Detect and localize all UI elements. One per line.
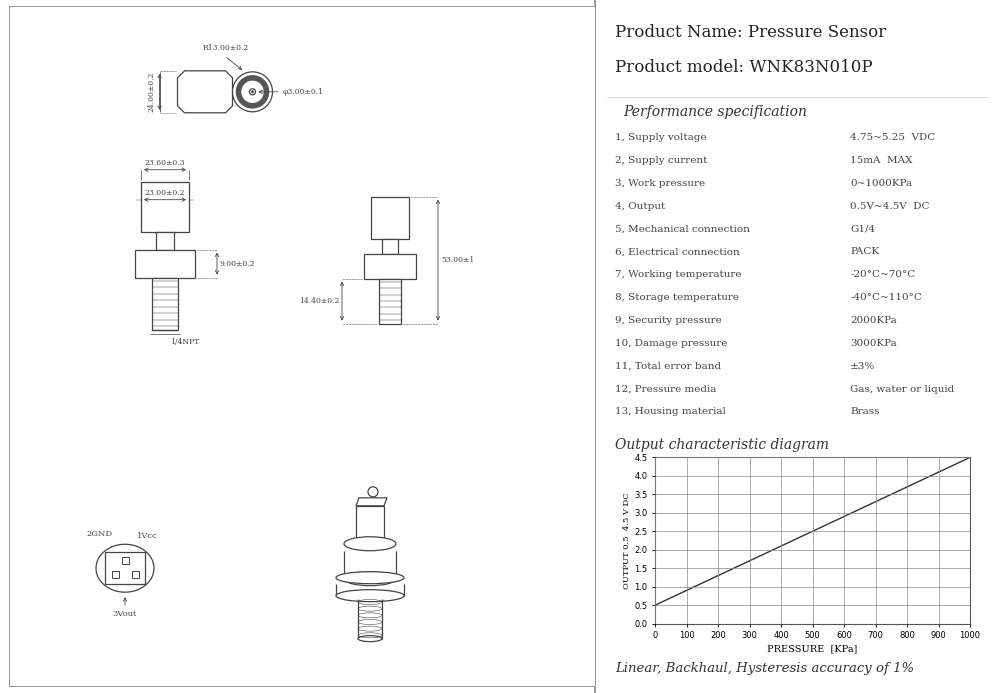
Text: Performance specification: Performance specification bbox=[623, 105, 807, 119]
Text: 1/4NPT: 1/4NPT bbox=[170, 337, 199, 346]
Text: Product model: WNK83N010P: Product model: WNK83N010P bbox=[615, 59, 873, 76]
Text: 4, Output: 4, Output bbox=[615, 202, 666, 211]
Circle shape bbox=[250, 89, 256, 95]
Text: Brass: Brass bbox=[850, 407, 880, 416]
Text: 15mA  MAX: 15mA MAX bbox=[850, 156, 913, 165]
Text: 2000KPa: 2000KPa bbox=[850, 316, 897, 325]
Text: 23.00±0.2: 23.00±0.2 bbox=[145, 188, 185, 197]
Text: 7, Working temperature: 7, Working temperature bbox=[615, 270, 742, 279]
Circle shape bbox=[239, 78, 266, 106]
Text: PACK: PACK bbox=[850, 247, 879, 256]
Bar bbox=[135, 249, 195, 278]
Text: 10, Damage pressure: 10, Damage pressure bbox=[615, 339, 728, 348]
Text: 5, Mechanical connection: 5, Mechanical connection bbox=[615, 225, 750, 234]
Text: 14.40±0.2: 14.40±0.2 bbox=[299, 297, 339, 305]
Polygon shape bbox=[96, 544, 154, 593]
Bar bbox=[156, 231, 174, 249]
Text: Gas, water or liquid: Gas, water or liquid bbox=[850, 385, 954, 394]
Bar bbox=[122, 556, 128, 563]
Ellipse shape bbox=[336, 572, 404, 584]
Bar bbox=[379, 279, 401, 324]
Polygon shape bbox=[356, 498, 387, 506]
Text: 53.00±1: 53.00±1 bbox=[441, 256, 474, 264]
Ellipse shape bbox=[344, 537, 396, 551]
X-axis label: PRESSURE  [KPa]: PRESSURE [KPa] bbox=[767, 644, 858, 653]
Text: 2GND: 2GND bbox=[87, 530, 113, 538]
Text: 23.60±0.3: 23.60±0.3 bbox=[145, 159, 185, 167]
Bar bbox=[105, 552, 145, 584]
Bar bbox=[364, 254, 416, 279]
Bar bbox=[371, 197, 409, 238]
Y-axis label: OUTPUT 0.5  4.5 V DC: OUTPUT 0.5 4.5 V DC bbox=[623, 492, 631, 589]
Bar bbox=[152, 278, 178, 329]
Text: φ3.00±0.1: φ3.00±0.1 bbox=[283, 88, 324, 96]
Text: 0~1000KPa: 0~1000KPa bbox=[850, 179, 912, 188]
Ellipse shape bbox=[336, 590, 404, 602]
Text: 9, Security pressure: 9, Security pressure bbox=[615, 316, 722, 325]
Bar bbox=[112, 571, 119, 578]
Text: Linear, Backhaul, Hysteresis accuracy of 1%: Linear, Backhaul, Hysteresis accuracy of… bbox=[615, 662, 914, 675]
Circle shape bbox=[251, 91, 254, 93]
Text: 3000KPa: 3000KPa bbox=[850, 339, 897, 348]
Circle shape bbox=[368, 486, 378, 497]
Text: 24.00±0.2: 24.00±0.2 bbox=[148, 71, 156, 112]
Text: 1, Supply voltage: 1, Supply voltage bbox=[615, 133, 707, 142]
Bar bbox=[132, 571, 138, 578]
Text: Product Name: Pressure Sensor: Product Name: Pressure Sensor bbox=[615, 24, 887, 42]
Text: 3Vout: 3Vout bbox=[113, 610, 137, 618]
Text: 13, Housing material: 13, Housing material bbox=[615, 407, 726, 416]
Bar bbox=[356, 506, 384, 544]
Ellipse shape bbox=[358, 635, 382, 642]
Text: G1/4: G1/4 bbox=[850, 225, 875, 234]
Text: -40°C~110°C: -40°C~110°C bbox=[850, 293, 922, 302]
Text: ±3%: ±3% bbox=[850, 362, 875, 371]
Text: 12, Pressure media: 12, Pressure media bbox=[615, 385, 717, 394]
Text: 1Vcc: 1Vcc bbox=[137, 532, 157, 541]
Ellipse shape bbox=[344, 572, 396, 586]
Text: 6, Electrical connection: 6, Electrical connection bbox=[615, 247, 740, 256]
Text: 9.00±0.2: 9.00±0.2 bbox=[220, 260, 256, 267]
Text: 4.75~5.25  VDC: 4.75~5.25 VDC bbox=[850, 133, 935, 142]
Text: 2, Supply current: 2, Supply current bbox=[615, 156, 708, 165]
Text: 8, Storage temperature: 8, Storage temperature bbox=[615, 293, 739, 302]
Polygon shape bbox=[178, 71, 232, 113]
Text: 11, Total error band: 11, Total error band bbox=[615, 362, 721, 371]
Text: Output characteristic diagram: Output characteristic diagram bbox=[615, 438, 829, 452]
Text: 3, Work pressure: 3, Work pressure bbox=[615, 179, 705, 188]
Bar bbox=[382, 238, 398, 254]
Circle shape bbox=[232, 72, 272, 112]
Text: R13.00±0.2: R13.00±0.2 bbox=[202, 44, 249, 52]
Text: -20°C~70°C: -20°C~70°C bbox=[850, 270, 915, 279]
Text: 0.5V~4.5V  DC: 0.5V~4.5V DC bbox=[850, 202, 930, 211]
Bar bbox=[141, 182, 189, 231]
